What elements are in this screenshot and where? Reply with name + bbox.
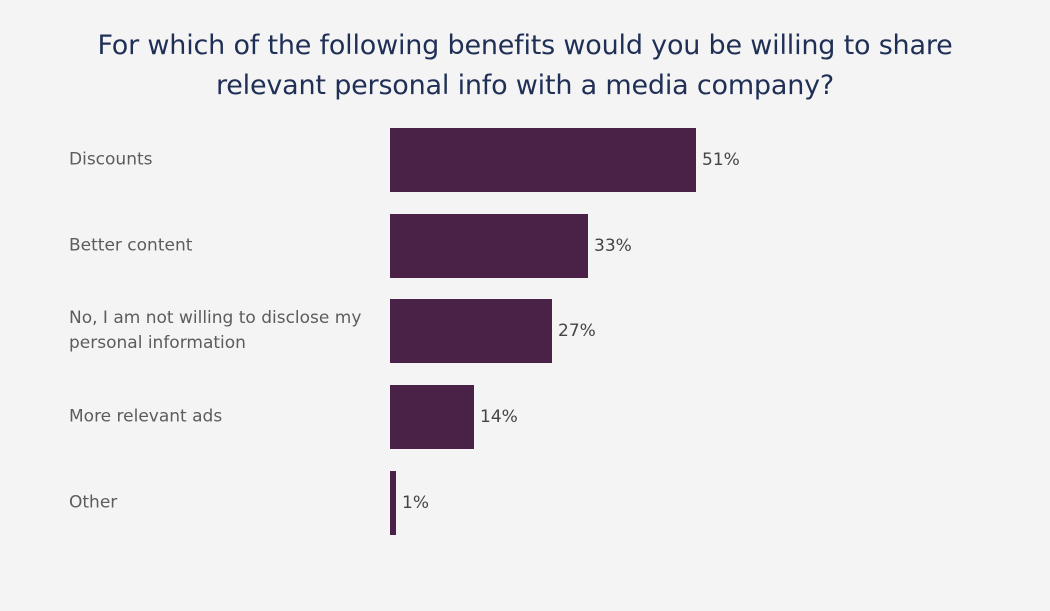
bar (390, 470, 396, 535)
value-label: 51% (702, 150, 740, 170)
bar (390, 213, 588, 278)
bar (390, 385, 474, 450)
value-label: 33% (594, 235, 632, 256)
bar (390, 128, 696, 192)
category-label: No, I am not willing to disclose my pers… (69, 308, 362, 354)
chart-title-line-1: For which of the following benefits woul… (97, 30, 953, 61)
category-label: Better content (69, 235, 193, 256)
value-label: 14% (480, 407, 518, 428)
value-label: 27% (558, 321, 596, 342)
category-label: Other (69, 492, 118, 513)
category-label: More relevant ads (69, 406, 223, 427)
category-label: Discounts (69, 149, 153, 170)
bar (390, 299, 552, 364)
chart-title-line-2: relevant personal info with a media comp… (215, 70, 835, 101)
chart-title: For which of the following benefits woul… (0, 26, 1050, 106)
value-label: 1% (402, 492, 429, 513)
